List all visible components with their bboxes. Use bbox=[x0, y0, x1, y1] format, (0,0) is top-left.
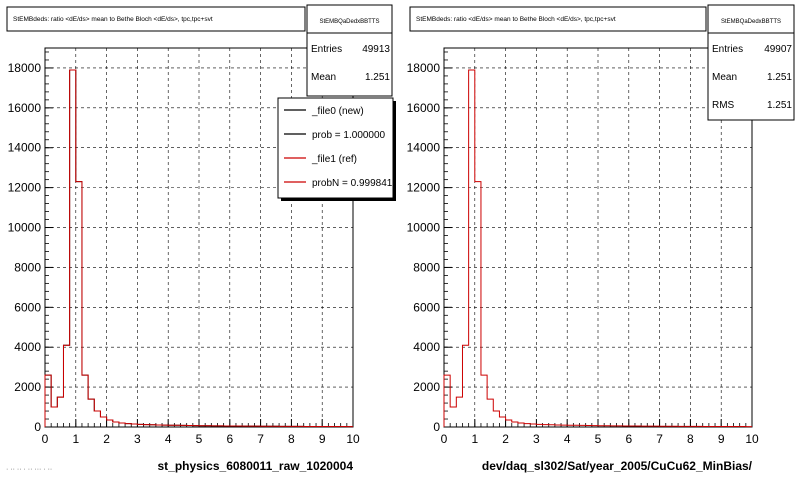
stats-label: Entries bbox=[311, 44, 342, 55]
y-tick-label: 4000 bbox=[413, 340, 440, 354]
stats-label: Entries bbox=[712, 44, 743, 55]
x-tick-label: 8 bbox=[288, 432, 295, 446]
stats-label: Mean bbox=[311, 72, 336, 83]
stats-value: 1.251 bbox=[767, 72, 792, 83]
y-tick-label: 14000 bbox=[407, 141, 441, 155]
histogram-pad-1: 0 1 2 3 4 5 6 7 8 9 10 0 2000 4000 6000 8000 10000 12000 1… bbox=[6, 4, 396, 473]
legend-label: _file1 (ref) bbox=[311, 154, 357, 165]
stats-box bbox=[707, 4, 795, 121]
x-tick-label: 4 bbox=[564, 432, 571, 446]
plot-title: StEMBdeds: ratio <dE/ds> mean to Bethe B… bbox=[13, 16, 213, 23]
x-tick-label: 5 bbox=[196, 432, 203, 446]
y-tick-label: 16000 bbox=[8, 101, 42, 115]
x-tick-label: 0 bbox=[42, 432, 49, 446]
y-tick-label: 0 bbox=[433, 420, 440, 434]
x-tick-label: 10 bbox=[745, 432, 759, 446]
x-tick-label: 2 bbox=[103, 432, 110, 446]
y-tick-label: 2000 bbox=[14, 380, 41, 394]
y-tick-label: 18000 bbox=[407, 61, 441, 75]
y-tick-label: 10000 bbox=[8, 221, 42, 235]
x-tick-label: 0 bbox=[441, 432, 448, 446]
y-tick-label: 0 bbox=[34, 420, 41, 434]
y-tick-label: 16000 bbox=[407, 101, 441, 115]
x-tick-label: 1 bbox=[72, 432, 79, 446]
stats-box bbox=[306, 4, 393, 97]
x-tick-label: 7 bbox=[257, 432, 264, 446]
stats-value: 1.251 bbox=[767, 100, 792, 111]
legend-label: probN = 0.999841 bbox=[312, 178, 393, 189]
y-tick-label: 8000 bbox=[14, 260, 41, 274]
plot-frame bbox=[443, 47, 753, 428]
x-tick-label: 9 bbox=[319, 432, 326, 446]
x-tick-label: 8 bbox=[687, 432, 694, 446]
y-tick-label: 10000 bbox=[407, 221, 441, 235]
y-tick-label: 14000 bbox=[8, 141, 42, 155]
stats-label: Mean bbox=[712, 72, 737, 83]
x-tick-label: 3 bbox=[134, 432, 141, 446]
y-tick-label: 8000 bbox=[413, 260, 440, 274]
legend-label: prob = 1.000000 bbox=[312, 130, 386, 141]
histogram-series-1 bbox=[443, 69, 752, 428]
y-tick-label: 4000 bbox=[14, 340, 41, 354]
x-tick-label: 9 bbox=[718, 432, 725, 446]
stats-value: 49913 bbox=[362, 44, 390, 55]
y-tick-label: 12000 bbox=[8, 181, 42, 195]
title-box bbox=[409, 6, 707, 32]
x-tick-label: 3 bbox=[533, 432, 540, 446]
x-tick-label: 2 bbox=[502, 432, 509, 446]
stats-label: RMS bbox=[712, 100, 735, 111]
x-axis-label: st_physics_6080011_raw_1020004 bbox=[157, 459, 353, 473]
stats-value: 49907 bbox=[764, 44, 792, 55]
y-tick-label: 18000 bbox=[8, 61, 42, 75]
stats-value: 1.251 bbox=[365, 72, 390, 83]
x-axis-label: dev/daq_sl302/Sat/year_2005/CuCu62_MinBi… bbox=[482, 459, 753, 473]
legend-label: _file0 (new) bbox=[311, 106, 364, 117]
histogram-series-2 bbox=[44, 69, 353, 428]
x-tick-label: 10 bbox=[346, 432, 360, 446]
footnote-text: · ·· ·· · ·· ··· · ·· bbox=[6, 466, 53, 473]
y-tick-label: 12000 bbox=[407, 181, 441, 195]
y-tick-label: 2000 bbox=[413, 380, 440, 394]
plot-title: StEMBdeds: ratio <dE/ds> mean to Bethe B… bbox=[416, 16, 616, 23]
legend-box bbox=[277, 97, 394, 199]
x-tick-label: 1 bbox=[471, 432, 478, 446]
stats-name: StEMBQaDedxBBTTS bbox=[721, 19, 781, 25]
x-tick-label: 6 bbox=[226, 432, 233, 446]
histogram-pad-2: 0 1 2 3 4 5 6 7 8 9 10 0 2000 4000 6000 8000 10000 12000 1… bbox=[407, 4, 795, 473]
y-tick-label: 6000 bbox=[413, 300, 440, 314]
y-tick-label: 6000 bbox=[14, 300, 41, 314]
title-box bbox=[6, 6, 306, 32]
x-tick-label: 4 bbox=[165, 432, 172, 446]
x-tick-label: 7 bbox=[656, 432, 663, 446]
x-tick-label: 5 bbox=[595, 432, 602, 446]
x-tick-label: 6 bbox=[625, 432, 632, 446]
stats-name: StEMBQaDedxBBTTS bbox=[319, 19, 379, 25]
